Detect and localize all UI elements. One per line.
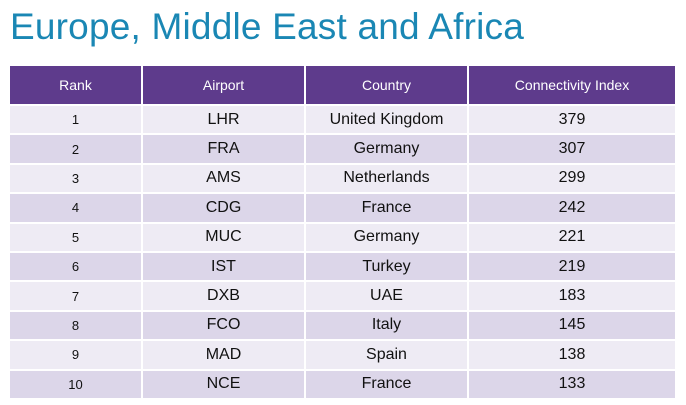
country-cell: United Kingdom [305, 103, 469, 135]
airport-cell: CDG [142, 192, 306, 223]
country-cell: France [305, 368, 469, 398]
table-row: 8 FCO Italy 145 [10, 309, 675, 341]
rank-cell: 1 [10, 103, 143, 135]
header-country: Country [305, 66, 469, 105]
airport-cell: NCE [142, 368, 306, 398]
country-cell: Turkey [305, 250, 469, 282]
country-cell: France [305, 192, 469, 223]
table-row: 6 IST Turkey 219 [10, 250, 675, 282]
index-cell: 307 [468, 133, 675, 164]
airport-cell: AMS [142, 162, 306, 194]
airport-cell: FRA [142, 133, 306, 164]
index-cell: 299 [468, 162, 675, 194]
country-cell: Italy [305, 309, 469, 341]
airport-cell: IST [142, 250, 306, 282]
table-row: 7 DXB UAE 183 [10, 280, 675, 311]
table-row: 1 LHR United Kingdom 379 [10, 103, 675, 135]
rank-cell: 2 [10, 133, 143, 164]
header-airport: Airport [142, 66, 306, 105]
connectivity-table: Rank Airport Country Connectivity Index … [10, 66, 675, 398]
rank-cell: 5 [10, 221, 143, 252]
table-row: 4 CDG France 242 [10, 192, 675, 223]
index-cell: 133 [468, 368, 675, 398]
country-cell: Netherlands [305, 162, 469, 194]
country-cell: Spain [305, 339, 469, 370]
rank-cell: 4 [10, 192, 143, 223]
index-cell: 183 [468, 280, 675, 311]
header-connectivity-index: Connectivity Index [468, 66, 675, 105]
airport-cell: FCO [142, 309, 306, 341]
index-cell: 219 [468, 250, 675, 282]
country-cell: UAE [305, 280, 469, 311]
table-row: 9 MAD Spain 138 [10, 339, 675, 370]
country-cell: Germany [305, 133, 469, 164]
table-header-row: Rank Airport Country Connectivity Index [10, 66, 675, 105]
index-cell: 379 [468, 103, 675, 135]
airport-cell: MUC [142, 221, 306, 252]
page-title: Europe, Middle East and Africa [10, 6, 525, 47]
table-row: 3 AMS Netherlands 299 [10, 162, 675, 194]
rank-cell: 6 [10, 250, 143, 282]
airport-cell: MAD [142, 339, 306, 370]
rank-cell: 8 [10, 309, 143, 341]
rank-cell: 3 [10, 162, 143, 194]
country-cell: Germany [305, 221, 469, 252]
rank-cell: 9 [10, 339, 143, 370]
index-cell: 145 [468, 309, 675, 341]
index-cell: 221 [468, 221, 675, 252]
header-rank: Rank [10, 66, 143, 105]
table-row: 5 MUC Germany 221 [10, 221, 675, 252]
airport-cell: DXB [142, 280, 306, 311]
index-cell: 138 [468, 339, 675, 370]
index-cell: 242 [468, 192, 675, 223]
rank-cell: 7 [10, 280, 143, 311]
table-row: 10 NCE France 133 [10, 368, 675, 398]
table-row: 2 FRA Germany 307 [10, 133, 675, 164]
airport-cell: LHR [142, 103, 306, 135]
rank-cell: 10 [10, 368, 143, 398]
